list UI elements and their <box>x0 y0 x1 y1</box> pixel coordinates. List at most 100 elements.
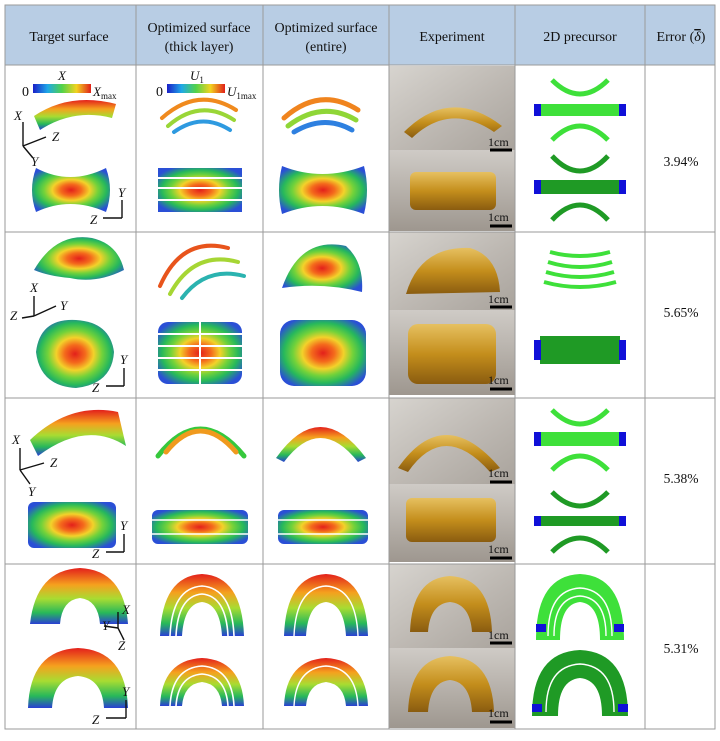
scalebar-r3a: 1cm <box>488 466 512 484</box>
svg-text:1cm: 1cm <box>488 373 509 387</box>
sample-exp-r4-bottom <box>408 656 494 712</box>
surface-opt-thick-r2-top <box>158 243 246 300</box>
surface-opt-entire-r2-bottom <box>280 320 366 386</box>
axis-x-r2: X <box>29 280 39 295</box>
svg-text:U1max: U1max <box>227 84 257 101</box>
precursor-r1-bottom <box>534 154 626 222</box>
precursor-r4-bottom <box>532 650 628 716</box>
surface-opt-entire-r3-top <box>276 427 366 462</box>
axis-z-r2: Z <box>10 308 18 323</box>
surface-target-r1-top <box>34 100 116 130</box>
sample-exp-r3-top <box>398 435 500 472</box>
precursor-r3-top <box>534 408 626 472</box>
surface-target-r3-top <box>30 409 126 456</box>
surface-opt-thick-r1-bottom <box>158 168 242 212</box>
sample-exp-r2-top <box>406 247 500 294</box>
legend-x: 0 X Xmax <box>22 68 117 101</box>
axis-y-r4b: Y <box>122 684 131 699</box>
axis-y-r1b: Y <box>118 185 127 200</box>
precursor-r2-top <box>543 250 617 289</box>
axis-triad-r2 <box>21 296 57 319</box>
surface-opt-thick-r3-top <box>155 426 247 459</box>
axis-y-r2: Y <box>60 298 69 313</box>
axis-z-r4: Z <box>118 638 126 653</box>
surface-opt-entire-r2-top <box>282 244 363 292</box>
svg-text:0: 0 <box>22 85 29 100</box>
svg-text:1cm: 1cm <box>488 628 509 642</box>
surface-opt-entire-r1-top <box>281 97 361 135</box>
error-row2: 5.65% <box>664 305 699 320</box>
scalebar-r2a: 1cm <box>488 292 512 309</box>
svg-text:1cm: 1cm <box>488 292 509 306</box>
axis-z-r2b: Z <box>92 380 100 395</box>
header-error: Error (δ) <box>657 30 706 45</box>
legend-u1: 0 U1 U1max <box>156 68 257 101</box>
axis-y-r4: Y <box>102 618 111 633</box>
surface-target-r3-bottom <box>28 502 116 548</box>
precursor-r1-top <box>534 78 626 142</box>
svg-text:Xmax: Xmax <box>92 84 117 101</box>
header-target-surface: Target surface <box>29 30 108 45</box>
axis-x-r3: X <box>11 432 21 447</box>
axis-triad-r4 <box>103 612 125 641</box>
axis-triad-r2b <box>106 368 125 387</box>
axis-y-r3b: Y <box>120 518 129 533</box>
sample-exp-r2-bottom <box>408 324 496 384</box>
surface-opt-entire-r4-bottom <box>284 658 368 707</box>
axis-x-r1: X <box>13 108 23 123</box>
sample-exp-r3-bottom <box>406 498 496 542</box>
header-opt-entire-line1: Optimized surface <box>274 21 377 36</box>
surface-opt-thick-r2-bottom <box>158 322 242 384</box>
surface-target-r2-bottom <box>36 319 114 388</box>
error-row3: 5.38% <box>664 471 699 486</box>
svg-text:X: X <box>57 68 67 83</box>
header-opt-thick-line1: Optimized surface <box>147 21 250 36</box>
scalebar-r4b: 1cm <box>488 706 512 724</box>
sample-exp-r4-top <box>410 576 492 632</box>
axis-z-r3: Z <box>50 455 58 470</box>
svg-text:1cm: 1cm <box>488 542 509 556</box>
surface-target-r1-bottom <box>32 168 110 212</box>
error-row1: 3.94% <box>664 154 699 169</box>
surface-target-r4-top <box>30 568 128 624</box>
scalebar-r3b: 1cm <box>488 542 512 560</box>
sample-exp-r1-top <box>404 107 502 138</box>
svg-text:1cm: 1cm <box>488 466 509 480</box>
precursor-r2-bottom <box>534 336 626 364</box>
surface-opt-entire-r4-top <box>284 574 368 637</box>
surface-opt-thick-r4-bottom <box>160 658 244 707</box>
surface-opt-thick-r1-top <box>160 97 238 134</box>
header-opt-entire-line2: (entire) <box>305 40 347 55</box>
svg-text:0: 0 <box>156 85 163 100</box>
header-experiment: Experiment <box>419 30 484 45</box>
axis-y-r1: Y <box>31 154 40 169</box>
surface-target-r2-top <box>34 237 124 280</box>
scalebar-r2b: 1cm <box>488 373 512 391</box>
header-band <box>5 5 715 65</box>
table-grid <box>4 4 716 730</box>
axis-y-r3: Y <box>28 484 37 499</box>
scalebar-r4a: 1cm <box>488 628 512 645</box>
svg-text:U1: U1 <box>190 68 204 85</box>
axis-z-r1b: Z <box>90 212 98 227</box>
axis-y-r2b: Y <box>120 352 129 367</box>
error-row4: 5.31% <box>664 641 699 656</box>
precursor-r4-top <box>536 574 624 640</box>
svg-text:1cm: 1cm <box>488 210 509 224</box>
scalebar-r1b: 1cm <box>488 210 512 228</box>
axis-x-r4: X <box>121 602 131 617</box>
axis-triad-r4b <box>106 700 127 719</box>
axis-z-r3b: Z <box>92 546 100 561</box>
header-opt-thick-line2: (thick layer) <box>165 40 234 55</box>
precursor-r3-bottom <box>534 490 626 554</box>
surface-opt-entire-r3-bottom <box>278 510 368 544</box>
surface-target-r4-bottom <box>28 648 128 708</box>
svg-text:1cm: 1cm <box>488 135 509 149</box>
scalebar-r1a: 1cm <box>488 135 512 152</box>
surface-opt-thick-r4-top <box>160 574 244 637</box>
axis-triad-r3 <box>19 448 45 485</box>
axis-z-r4b: Z <box>92 712 100 727</box>
surface-opt-entire-r1-bottom <box>279 166 367 214</box>
sample-exp-r1-bottom <box>410 172 496 210</box>
